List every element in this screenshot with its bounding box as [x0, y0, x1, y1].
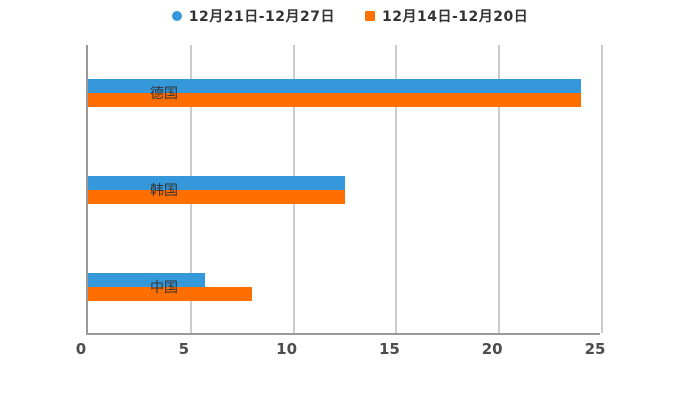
chart-legend: 12月21日-12月27日 12月14日-12月20日 — [0, 6, 700, 26]
category-label-0: 德国 — [150, 86, 178, 103]
x-tick-label-15: 15 — [378, 340, 400, 358]
category-label-2: 中国 — [150, 279, 178, 296]
legend-label-week1: 12月14日-12月20日 — [382, 9, 529, 25]
legend-label-week2: 12月21日-12月27日 — [188, 9, 335, 25]
legend-item-week1[interactable]: 12月14日-12月20日 — [365, 6, 528, 26]
bar-德国-series-1[interactable] — [88, 93, 582, 108]
plot-area: 0 5 10 15 20 25 — [76, 45, 605, 358]
gridline-x-15 — [395, 45, 398, 333]
x-tick-label-10: 10 — [276, 340, 298, 358]
gridline-x-20 — [498, 45, 501, 333]
category-label-1: 韩国 — [150, 183, 178, 199]
x-tick-label-25: 25 — [584, 340, 606, 358]
bar-韩国-series-1[interactable] — [88, 190, 345, 204]
legend-square-marker-icon — [365, 11, 375, 21]
bar-中国-series-1[interactable] — [88, 286, 253, 301]
bar-韩国-series-0[interactable] — [88, 176, 345, 190]
legend-circle-marker-icon — [171, 11, 182, 21]
x-tick-label-20: 20 — [481, 340, 503, 358]
x-tick-label-0: 0 — [75, 340, 87, 358]
x-tick-label-5: 5 — [178, 340, 190, 358]
bar-德国-series-0[interactable] — [88, 79, 582, 94]
gridline-x-25 — [601, 45, 603, 333]
legend-item-week2[interactable]: 12月21日-12月27日 — [171, 6, 335, 26]
bar-中国-series-0[interactable] — [88, 272, 206, 287]
